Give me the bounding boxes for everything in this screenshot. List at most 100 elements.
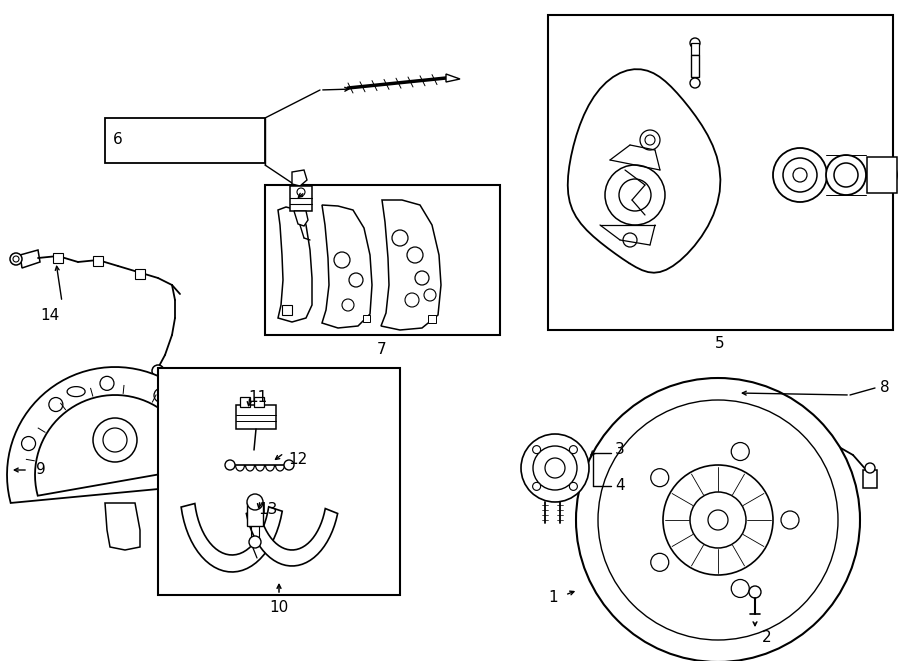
Text: 10: 10 <box>269 600 289 615</box>
Bar <box>691 43 699 55</box>
Circle shape <box>342 299 354 311</box>
Text: 2: 2 <box>762 631 771 646</box>
Circle shape <box>598 400 838 640</box>
Circle shape <box>708 510 728 530</box>
Circle shape <box>13 256 19 262</box>
Circle shape <box>100 376 114 391</box>
Bar <box>282 305 292 315</box>
Circle shape <box>793 168 807 182</box>
Bar <box>105 118 265 163</box>
Circle shape <box>731 580 749 598</box>
Circle shape <box>605 165 665 225</box>
Circle shape <box>645 135 655 145</box>
Bar <box>265 185 500 335</box>
Polygon shape <box>322 205 372 328</box>
Polygon shape <box>867 157 897 193</box>
Polygon shape <box>181 504 283 572</box>
Circle shape <box>192 429 205 443</box>
Text: 11: 11 <box>248 391 267 405</box>
Bar <box>155 375 167 383</box>
Circle shape <box>781 511 799 529</box>
Bar <box>158 368 400 595</box>
Circle shape <box>93 418 137 462</box>
Circle shape <box>415 271 429 285</box>
Bar <box>290 186 312 211</box>
Text: 13: 13 <box>258 502 277 518</box>
Text: 14: 14 <box>40 307 59 323</box>
Polygon shape <box>247 508 338 566</box>
Text: 6: 6 <box>113 132 122 147</box>
Text: 12: 12 <box>288 453 307 467</box>
Text: 4: 4 <box>615 479 625 494</box>
Bar <box>863 470 877 488</box>
Bar <box>93 256 103 266</box>
Circle shape <box>826 155 866 195</box>
Circle shape <box>865 463 875 473</box>
Circle shape <box>349 273 363 287</box>
Circle shape <box>10 253 22 265</box>
Polygon shape <box>105 503 140 550</box>
Polygon shape <box>568 69 720 273</box>
Circle shape <box>710 392 720 402</box>
Circle shape <box>690 492 746 548</box>
Circle shape <box>783 158 817 192</box>
Circle shape <box>22 436 35 451</box>
Polygon shape <box>446 74 460 82</box>
Circle shape <box>405 293 419 307</box>
Circle shape <box>152 365 164 377</box>
Circle shape <box>392 230 408 246</box>
Circle shape <box>297 188 305 196</box>
Circle shape <box>533 483 541 490</box>
Circle shape <box>424 289 436 301</box>
Circle shape <box>49 397 63 412</box>
Circle shape <box>651 469 669 486</box>
Circle shape <box>690 38 700 48</box>
Bar <box>548 15 893 330</box>
Circle shape <box>570 483 578 490</box>
Polygon shape <box>294 211 308 226</box>
Circle shape <box>623 233 637 247</box>
Circle shape <box>533 446 577 490</box>
Text: 8: 8 <box>880 381 889 395</box>
Circle shape <box>284 460 294 470</box>
Text: 1: 1 <box>548 590 558 605</box>
Polygon shape <box>708 382 743 404</box>
Polygon shape <box>278 207 312 322</box>
Circle shape <box>651 553 669 571</box>
Circle shape <box>867 160 897 190</box>
Circle shape <box>576 378 860 661</box>
Bar <box>247 502 263 526</box>
Circle shape <box>731 442 749 461</box>
Circle shape <box>247 494 263 510</box>
Circle shape <box>690 78 700 88</box>
Polygon shape <box>20 250 40 268</box>
Circle shape <box>225 460 235 470</box>
Circle shape <box>663 465 773 575</box>
Polygon shape <box>7 367 222 503</box>
Bar <box>254 397 264 407</box>
Bar <box>240 397 250 407</box>
Polygon shape <box>292 170 307 186</box>
Circle shape <box>103 428 127 452</box>
Bar <box>53 253 63 263</box>
Bar <box>236 405 276 429</box>
Bar <box>363 315 370 322</box>
Circle shape <box>533 446 541 453</box>
Text: 3: 3 <box>615 442 625 457</box>
Circle shape <box>619 179 651 211</box>
Text: 5: 5 <box>716 336 724 352</box>
Circle shape <box>749 586 761 598</box>
Bar <box>428 315 436 323</box>
Circle shape <box>640 130 660 150</box>
Circle shape <box>545 458 565 478</box>
Circle shape <box>154 388 168 403</box>
Circle shape <box>773 148 827 202</box>
Circle shape <box>407 247 423 263</box>
Text: 7: 7 <box>377 342 387 356</box>
Polygon shape <box>381 200 441 330</box>
Bar <box>135 269 145 279</box>
Circle shape <box>834 163 858 187</box>
Text: 9: 9 <box>36 463 46 477</box>
Circle shape <box>521 434 589 502</box>
Bar <box>691 55 699 77</box>
